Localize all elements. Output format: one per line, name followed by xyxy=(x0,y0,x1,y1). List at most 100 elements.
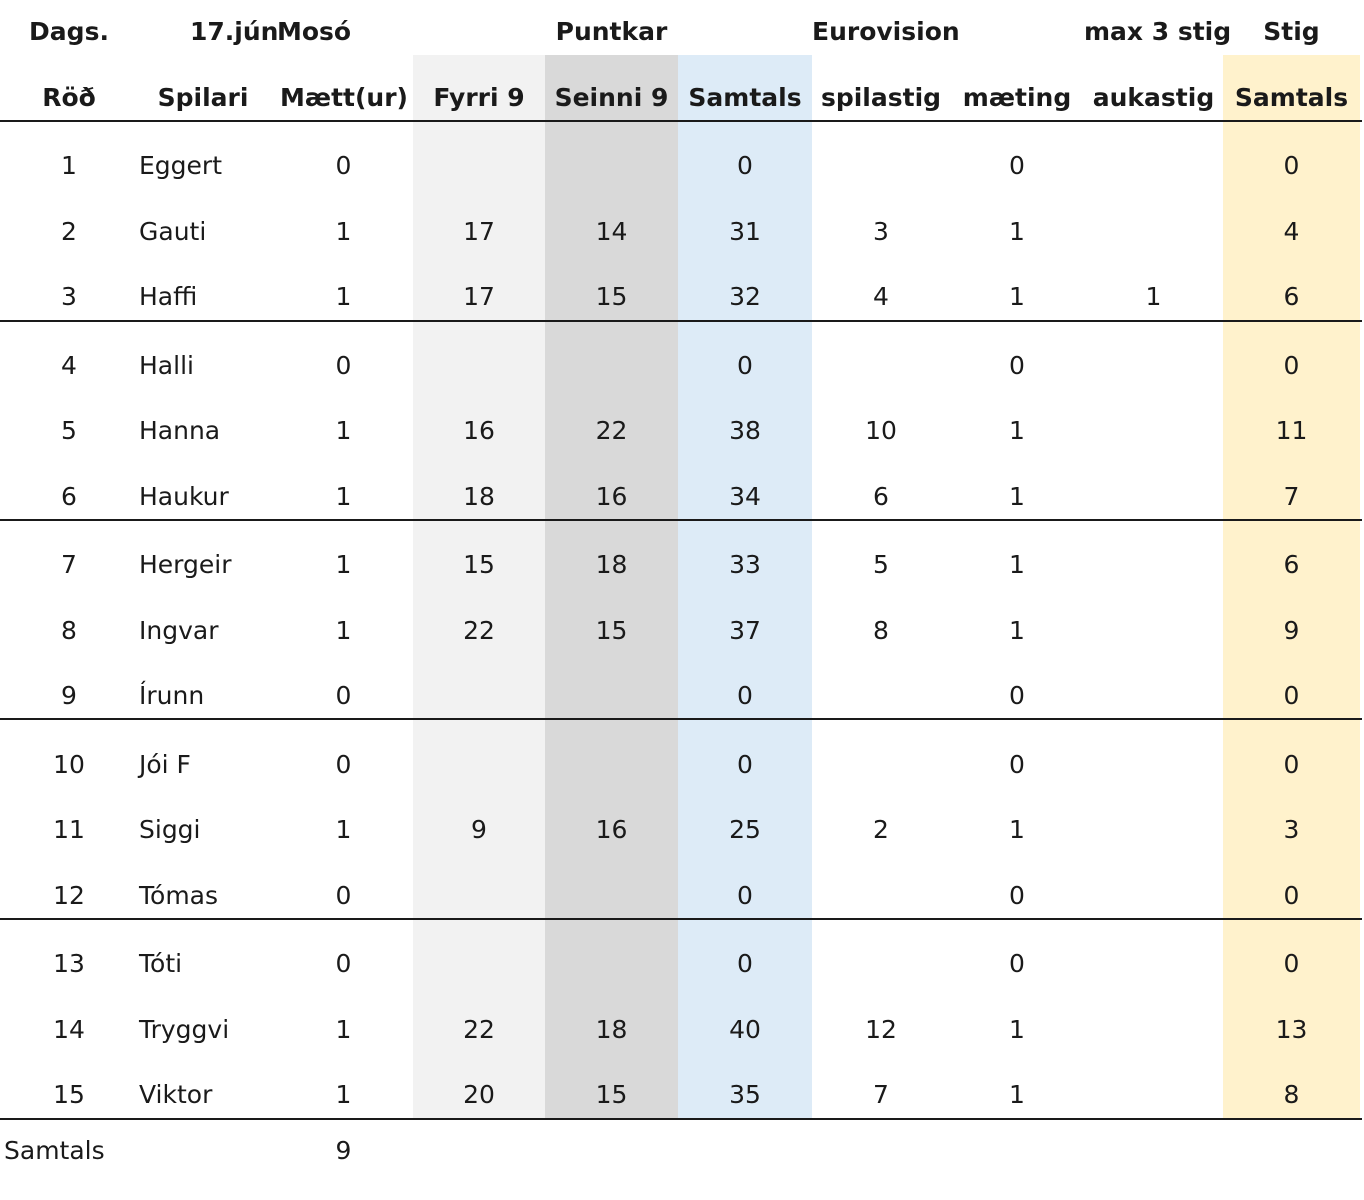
cell-spilastig xyxy=(812,745,950,785)
cell-matt: 0 xyxy=(335,880,352,910)
cell-fyrri9: 16 xyxy=(463,416,495,445)
max-stig-header: max 3 stig xyxy=(1084,17,1232,46)
cell-stig-samtals: 6 xyxy=(1283,282,1300,311)
col-header-spilari: Spilari xyxy=(157,83,249,112)
cell-stig-samtals: 0 xyxy=(1283,749,1300,779)
cell-player-name: Hergeir xyxy=(139,550,232,579)
cell-seinni9: 15 xyxy=(595,282,628,311)
cell-spilastig: 10 xyxy=(865,416,897,445)
cell-seinni9: 16 xyxy=(595,481,628,511)
cell-matt: 0 xyxy=(335,350,352,380)
cell-stig-samtals: 0 xyxy=(1283,350,1300,380)
cell-fyrri9 xyxy=(413,876,545,916)
cell-aukastig xyxy=(1084,1010,1223,1050)
cell-samtals: 0 xyxy=(737,949,753,978)
cell-matt: 0 xyxy=(335,749,352,779)
dags-label: Dags. xyxy=(29,17,109,46)
cell-aukastig xyxy=(1084,346,1223,386)
cell-spilastig xyxy=(812,876,950,916)
cell-seinni9 xyxy=(545,745,678,785)
cell-samtals: 0 xyxy=(737,749,753,779)
cell-seinni9: 15 xyxy=(595,615,628,645)
cell-samtals: 40 xyxy=(729,1014,761,1044)
cell-spilastig: 6 xyxy=(873,481,889,511)
cell-seinni9: 15 xyxy=(595,1080,628,1109)
cell-maeting: 0 xyxy=(1009,151,1025,180)
cell-player-name: Írunn xyxy=(139,681,205,710)
cell-seinni9: 16 xyxy=(595,815,628,844)
cell-matt: 0 xyxy=(335,151,352,180)
cell-spilastig xyxy=(812,676,950,716)
cell-seinni9: 14 xyxy=(595,216,628,246)
cell-fyrri9 xyxy=(413,944,545,984)
cell-matt: 1 xyxy=(335,1080,352,1109)
cell-spilastig: 8 xyxy=(873,615,889,645)
cell-matt: 1 xyxy=(335,216,352,246)
fyrri9-column-band xyxy=(413,55,545,1120)
col-header-seinni9: Seinni 9 xyxy=(554,83,669,112)
cell-matt: 1 xyxy=(335,1014,352,1044)
location-value: Mosó xyxy=(277,17,352,46)
cell-player-name: Viktor xyxy=(139,1080,213,1109)
cell-seinni9 xyxy=(545,676,678,716)
cell-samtals: 0 xyxy=(737,681,753,710)
cell-player-name: Siggi xyxy=(139,815,201,844)
cell-seinni9 xyxy=(545,146,678,186)
cell-player-name: Haukur xyxy=(139,481,229,511)
cell-stig-samtals: 0 xyxy=(1283,949,1300,978)
cell-rod: 5 xyxy=(61,416,77,445)
cell-stig-samtals: 0 xyxy=(1283,880,1300,910)
cell-seinni9 xyxy=(545,346,678,386)
cell-aukastig xyxy=(1084,876,1223,916)
cell-rod: 3 xyxy=(61,282,77,311)
group-divider xyxy=(0,918,1362,920)
col-header-fyrri9: Fyrri 9 xyxy=(433,83,525,112)
cell-spilastig xyxy=(812,346,950,386)
cell-player-name: Eggert xyxy=(139,151,222,180)
cell-aukastig xyxy=(1084,411,1223,451)
cell-maeting: 1 xyxy=(1009,550,1025,579)
cell-player-name: Ingvar xyxy=(139,615,219,645)
cell-fyrri9 xyxy=(413,745,545,785)
cell-stig-samtals: 4 xyxy=(1283,216,1300,246)
cell-samtals: 31 xyxy=(729,216,761,246)
col-header-matt: Mætt(ur) xyxy=(280,83,408,112)
cell-spilastig: 4 xyxy=(873,282,889,311)
cell-maeting: 1 xyxy=(1009,216,1025,246)
cell-maeting: 0 xyxy=(1009,749,1025,779)
cell-player-name: Jói F xyxy=(139,749,191,779)
cell-stig-samtals: 9 xyxy=(1283,615,1300,645)
col-header-rod: Röð xyxy=(42,83,96,112)
cell-player-name: Tómas xyxy=(139,880,219,910)
cell-aukastig xyxy=(1084,477,1223,517)
cell-player-name: Hanna xyxy=(139,416,221,445)
cell-samtals: 0 xyxy=(737,350,753,380)
cell-fyrri9 xyxy=(413,676,545,716)
cell-rod: 2 xyxy=(61,216,77,246)
cell-fyrri9: 20 xyxy=(463,1080,495,1109)
cell-matt: 1 xyxy=(335,481,352,511)
cell-spilastig: 7 xyxy=(873,1080,889,1109)
cell-samtals: 0 xyxy=(737,151,753,180)
cell-stig-samtals: 6 xyxy=(1283,550,1300,579)
col-header-samtals: Samtals xyxy=(688,83,802,112)
group-divider xyxy=(0,718,1362,720)
cell-seinni9: 18 xyxy=(595,1014,628,1044)
stig-column-band xyxy=(1223,55,1360,1120)
group-divider xyxy=(0,519,1362,521)
stig-header: Stig xyxy=(1263,17,1320,46)
cell-rod: 7 xyxy=(61,550,77,579)
cell-rod: 13 xyxy=(53,949,85,978)
col-header-aukastig: aukastig xyxy=(1092,83,1215,112)
cell-seinni9 xyxy=(545,876,678,916)
cell-aukastig xyxy=(1084,611,1223,651)
cell-player-name: Halli xyxy=(139,350,194,380)
cell-matt: 1 xyxy=(335,550,352,579)
samtals-column-band xyxy=(678,55,812,1120)
eurovision-header: Eurovision xyxy=(812,17,960,46)
cell-aukastig xyxy=(1084,1075,1223,1115)
cell-fyrri9: 18 xyxy=(463,481,495,511)
col-header-stig-samtals: Samtals xyxy=(1234,83,1349,112)
puntkar-header: Puntkar xyxy=(555,17,668,46)
